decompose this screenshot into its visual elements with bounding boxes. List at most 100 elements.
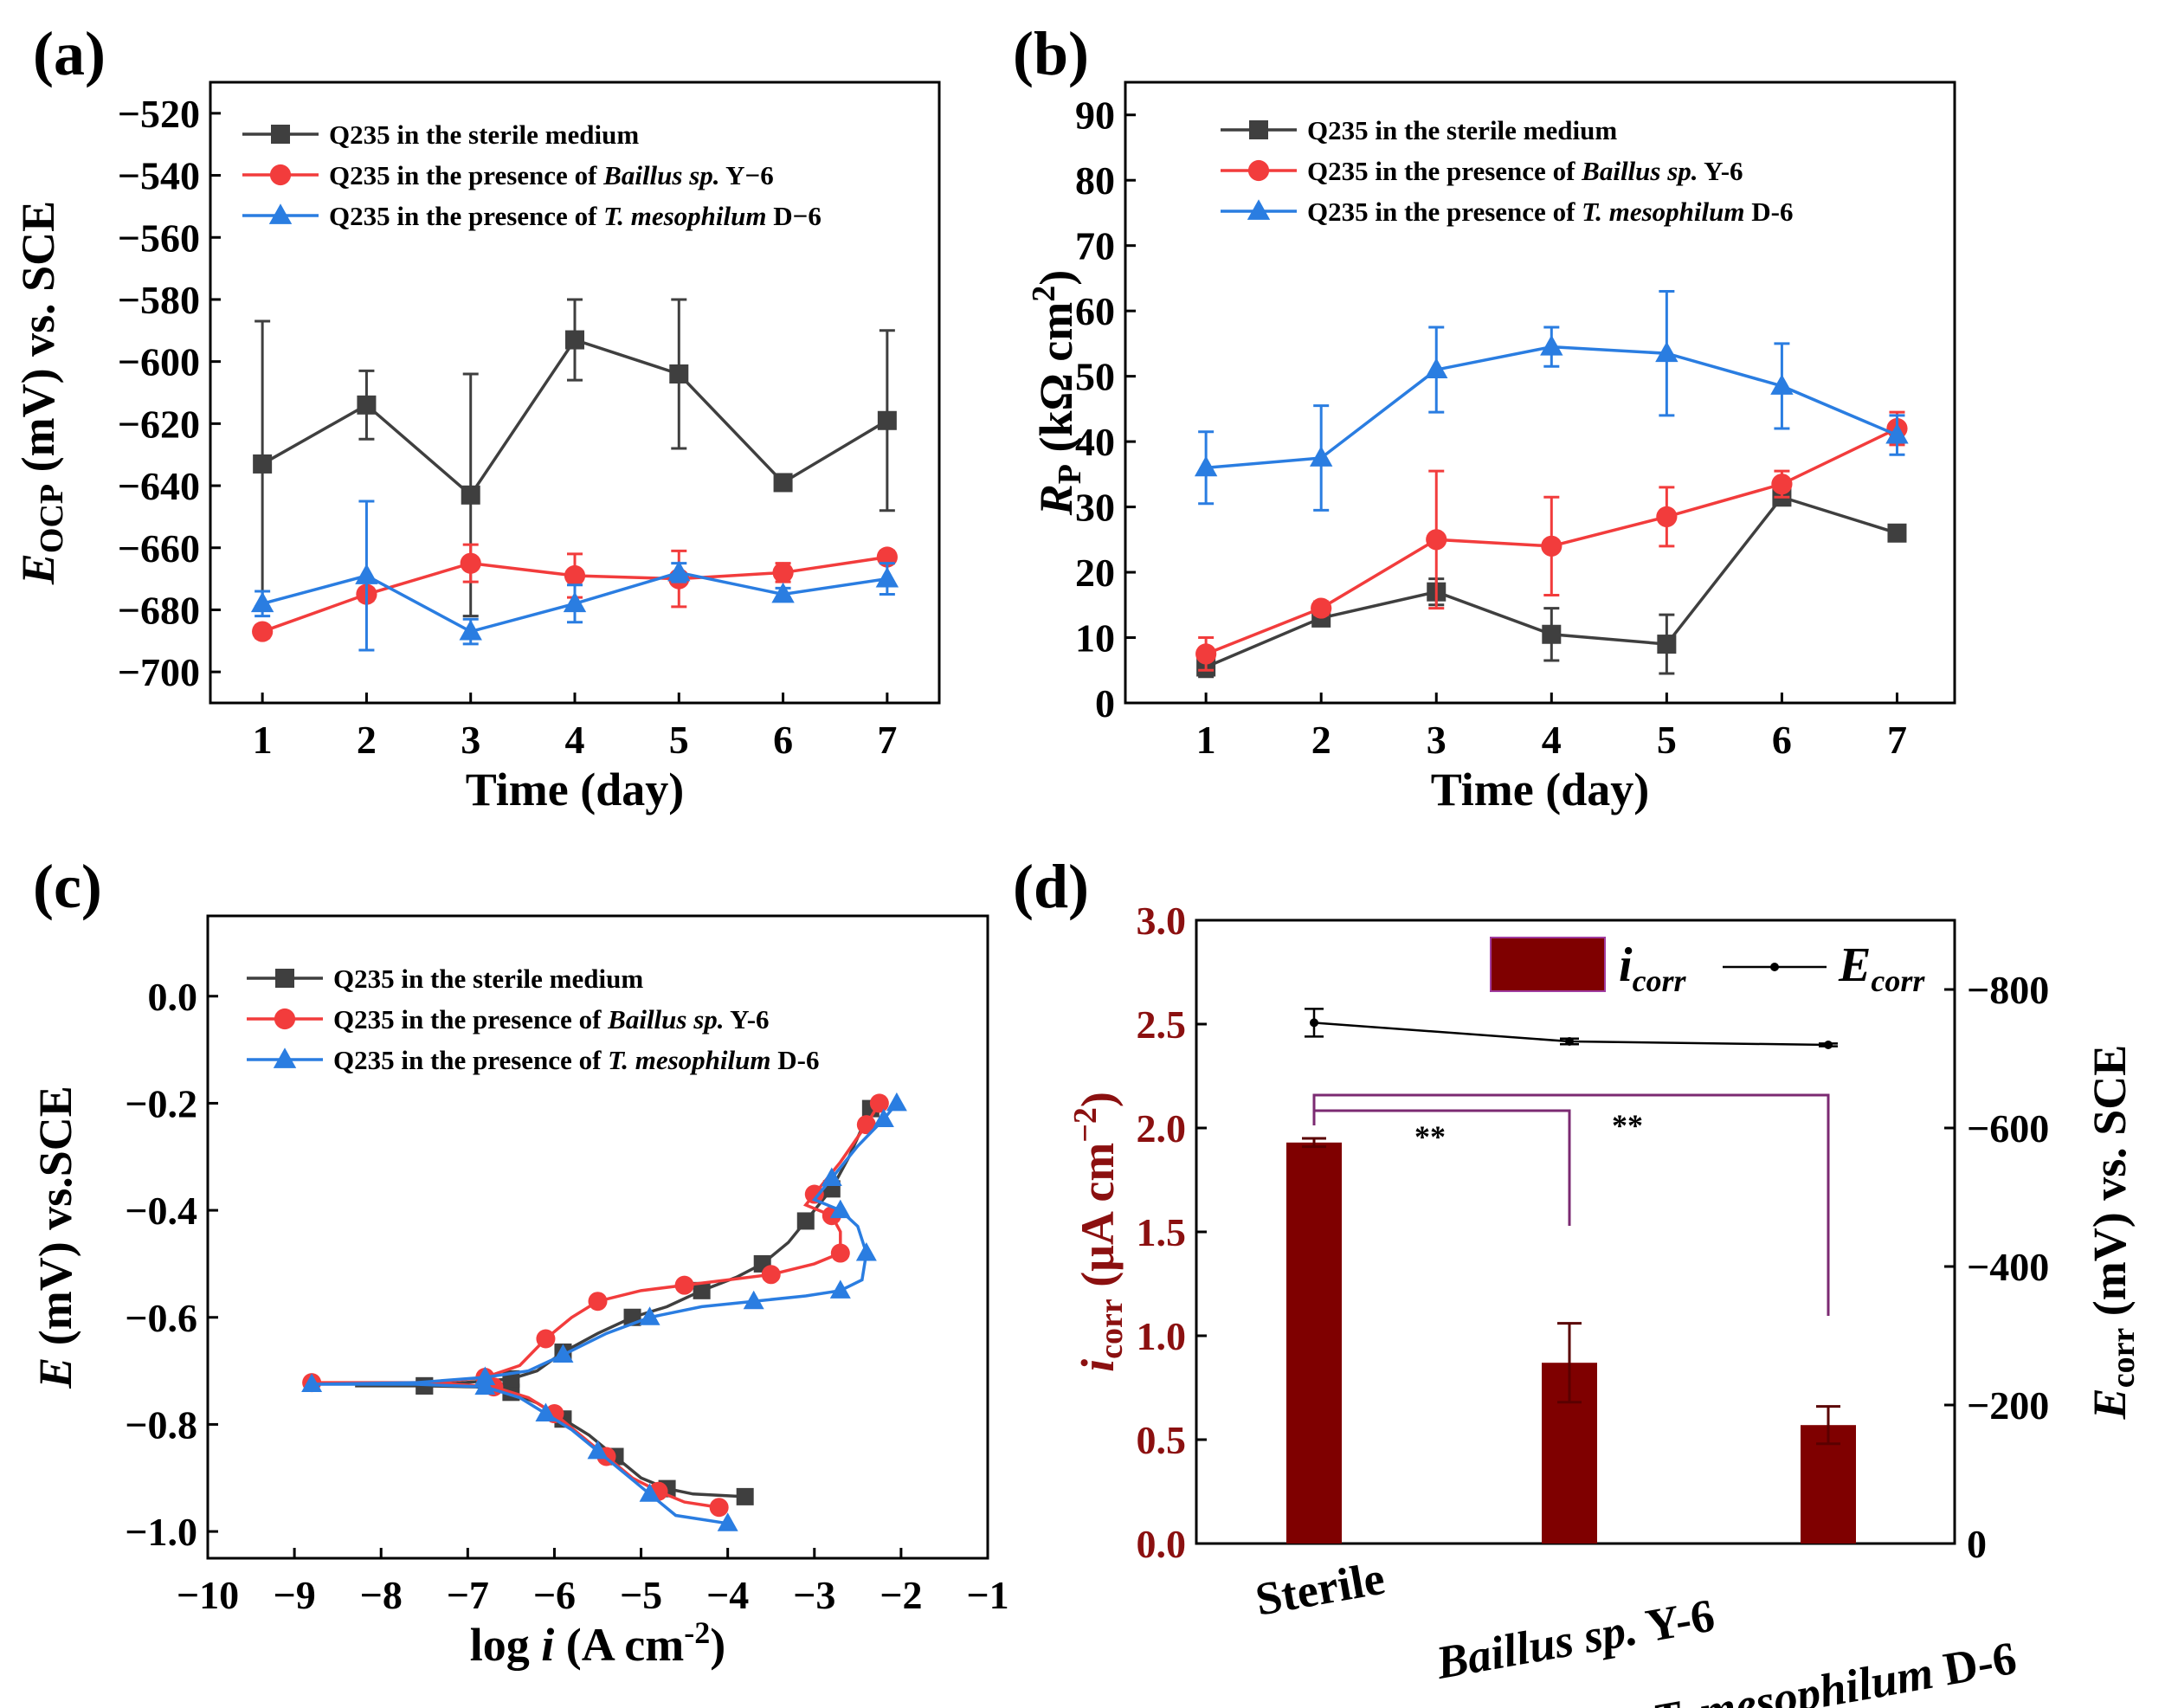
ecorr-point xyxy=(1310,1018,1318,1028)
x-axis-label-sup: -2 xyxy=(684,1615,710,1650)
legend-marker xyxy=(268,203,293,224)
panel-a: 1 2 3 4 5 6 7 −700 −680 −660 −640 −620 −600 −580 −560 −… xyxy=(12,19,941,815)
x-tick-label: 1 xyxy=(253,718,273,762)
legend-text: Q235 in the sterile medium xyxy=(333,964,643,994)
y-tick-label: −0.6 xyxy=(125,1296,197,1340)
y-axis-label: E (mV) vs.SCE xyxy=(29,1086,81,1389)
data-point xyxy=(1885,422,1909,444)
data-point xyxy=(252,621,274,642)
y-axis-label-left-end: ) xyxy=(1072,1092,1124,1107)
y-tick-label: 30 xyxy=(1075,486,1115,530)
legend-label: Q235 in the sterile medium xyxy=(333,964,643,994)
panel-d: 0.0 0.5 1.0 1.5 2.0 2.5 3.0 0 −200 −400 −600 −800 St… xyxy=(1013,852,2142,1708)
legend-text: Q235 in the presence of xyxy=(333,1004,608,1034)
y-axis-label-left: icorr (μA cm−2) xyxy=(1067,1092,1130,1372)
legend: Q235 in the sterile medium Q235 in the pr… xyxy=(247,964,819,1075)
x-tick-label: −1 xyxy=(966,1573,1008,1617)
y-tick-label: −520 xyxy=(118,92,200,136)
y-tick-label: 0.0 xyxy=(148,975,198,1019)
y-tick-label-right: −400 xyxy=(1967,1245,2049,1289)
data-point xyxy=(773,473,793,493)
data-point xyxy=(563,591,587,613)
y-axis-label-rest: (mV) vs.SCE xyxy=(29,1086,81,1357)
x-tick-label: 2 xyxy=(357,718,377,762)
ecorr-point xyxy=(1565,1037,1574,1046)
y-tick-label: 50 xyxy=(1075,355,1115,399)
x-tick-label: 4 xyxy=(565,718,585,762)
y-tick-label: −700 xyxy=(118,650,200,694)
data-point xyxy=(564,564,586,587)
legend-text-italic: T. mesophilum xyxy=(603,201,766,231)
data-point xyxy=(536,1329,556,1349)
y-tick-label-left: 1.5 xyxy=(1137,1210,1187,1254)
data-point xyxy=(1770,374,1794,395)
y-tick-label: −0.2 xyxy=(125,1081,197,1125)
data-point xyxy=(829,1279,851,1299)
panel-label: (c) xyxy=(33,852,102,921)
y-tick-label-left: 0.0 xyxy=(1137,1522,1187,1566)
data-point xyxy=(1540,334,1563,356)
ecorr-point xyxy=(1824,1041,1833,1049)
data-point xyxy=(474,1366,496,1386)
x-tick-label: 3 xyxy=(461,718,480,762)
y-axis-label-sup: 2 xyxy=(1026,286,1062,302)
data-point xyxy=(830,1243,850,1263)
data-point xyxy=(587,1440,609,1460)
data-point xyxy=(301,1373,323,1393)
legend-text: Q235 in the presence of xyxy=(329,160,603,190)
data-point xyxy=(856,1115,876,1135)
y-axis-label-rest: (mV) vs. SCE xyxy=(12,201,64,484)
y-axis-label-main: R xyxy=(1030,484,1082,516)
legend-bar-main: i xyxy=(1619,938,1633,992)
y-tick-label: 10 xyxy=(1075,616,1115,661)
y-tick-label: −540 xyxy=(118,154,200,198)
x-tick-label: −8 xyxy=(360,1573,403,1617)
legend-text: Y-6 xyxy=(725,1004,770,1034)
legend-marker xyxy=(1249,120,1268,139)
series-2 xyxy=(301,1092,907,1531)
y-tick-label: −660 xyxy=(118,526,200,570)
y-tick-label: 20 xyxy=(1075,551,1115,595)
data-point xyxy=(869,1093,889,1113)
x-axis-label-pre: log xyxy=(470,1619,542,1671)
legend-text: D-6 xyxy=(1745,197,1794,227)
y-tick-label-left: 1.0 xyxy=(1137,1314,1187,1358)
legend-line-main: E xyxy=(1838,938,1871,992)
data-point xyxy=(829,1199,851,1219)
y-tick-label: 40 xyxy=(1075,420,1115,464)
y-axis-label-sub: OCP xyxy=(34,484,70,553)
category-label-italic: T. mesophilum xyxy=(1648,1647,1937,1708)
data-point xyxy=(1426,529,1447,551)
data-point xyxy=(1542,624,1562,644)
legend-bar-sub: corr xyxy=(1633,964,1687,998)
significance-label: ** xyxy=(1612,1108,1643,1143)
x-tick-label: 2 xyxy=(1311,718,1331,762)
data-point xyxy=(669,364,689,383)
legend: icorr Ecorr xyxy=(1490,937,1925,998)
legend-text: Q235 in the presence of xyxy=(329,201,603,231)
y-tick-label: 0 xyxy=(1095,681,1115,725)
y-tick-label: −620 xyxy=(118,402,200,446)
legend-line-label: Ecorr xyxy=(1838,938,1925,998)
legend-line-sub: corr xyxy=(1871,964,1925,998)
data-point xyxy=(357,395,377,415)
category-label: Baillus sp. Y-6 xyxy=(1432,1589,1718,1690)
panel-label: (a) xyxy=(33,19,106,88)
data-point xyxy=(804,1184,824,1204)
data-point xyxy=(460,552,481,574)
y-axis-label-left-sub: corr xyxy=(1093,1299,1130,1359)
y-tick-label: 60 xyxy=(1075,289,1115,333)
data-point xyxy=(565,330,584,350)
legend-marker xyxy=(275,969,294,988)
x-tick-label: 5 xyxy=(669,718,689,762)
x-tick-label: −6 xyxy=(533,1573,576,1617)
x-tick-label: −5 xyxy=(620,1573,662,1617)
data-point xyxy=(474,1376,496,1395)
series-line xyxy=(355,1107,873,1499)
data-point xyxy=(459,619,482,641)
x-tick-label: 5 xyxy=(1657,718,1677,762)
legend-label: Q235 in the sterile medium xyxy=(329,119,639,150)
data-point xyxy=(736,1487,754,1505)
